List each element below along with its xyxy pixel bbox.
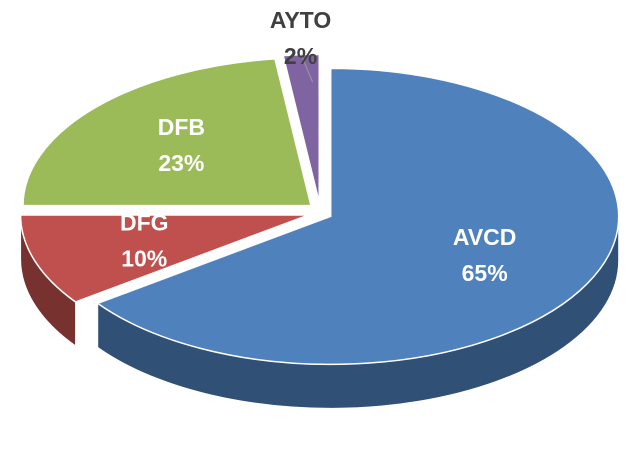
data-label-value: 10% <box>121 245 167 271</box>
slice <box>96 67 620 366</box>
data-label-name: DFB <box>158 114 205 140</box>
slice <box>22 58 312 207</box>
data-label-name: AYTO <box>270 7 331 33</box>
leader-line <box>300 54 313 83</box>
data-label-value: 2% <box>284 43 317 69</box>
data-label-name: AVCD <box>453 224 516 250</box>
slice-tops <box>19 53 620 366</box>
labels: AVCD 65% DFG 10% DFB 23% AYTO 2% <box>120 7 516 286</box>
slice <box>19 214 309 303</box>
data-label-value: 23% <box>158 150 204 176</box>
data-label-name: DFG <box>120 209 169 235</box>
data-label-value: 65% <box>462 260 508 286</box>
